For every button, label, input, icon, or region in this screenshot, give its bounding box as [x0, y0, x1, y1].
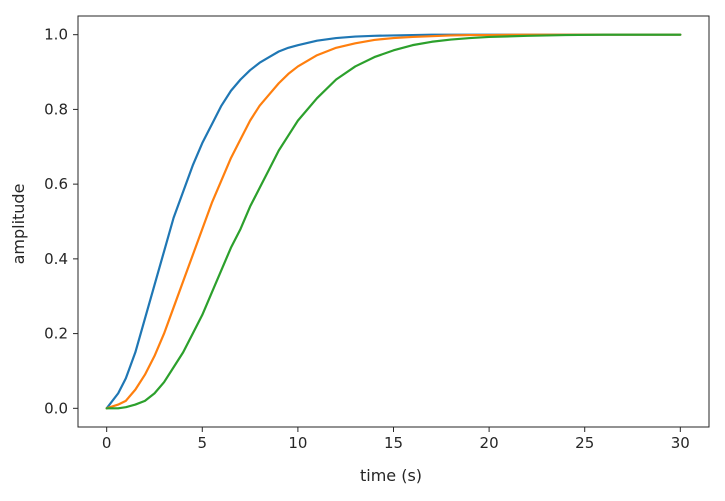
x-axis-label: time (s): [360, 466, 422, 485]
y-axis: 0.0 0.2 0.4 0.6 0.8 1.0: [44, 26, 78, 417]
x-tick-label: 15: [384, 434, 403, 452]
y-tick-label: 0.6: [44, 175, 68, 193]
y-tick-label: 0.8: [44, 100, 68, 118]
series-line-2: [105, 33, 682, 410]
plot-area-background: [78, 16, 709, 427]
x-tick-label: 0: [102, 434, 112, 452]
x-tick-label: 20: [480, 434, 499, 452]
x-tick-label: 10: [288, 434, 307, 452]
y-tick-label: 1.0: [44, 26, 68, 44]
y-tick-label: 0.2: [44, 325, 68, 343]
x-tick-label: 5: [198, 434, 208, 452]
y-tick-label: 0.0: [44, 399, 68, 417]
x-tick-label: 30: [671, 434, 690, 452]
x-axis: 0 5 10 15 20 25 30: [102, 427, 690, 452]
y-tick-label: 0.4: [44, 250, 68, 268]
series-layer: [105, 33, 682, 410]
series-line-3: [105, 33, 682, 410]
x-tick-label: 25: [575, 434, 594, 452]
y-axis-label: amplitude: [9, 184, 28, 265]
